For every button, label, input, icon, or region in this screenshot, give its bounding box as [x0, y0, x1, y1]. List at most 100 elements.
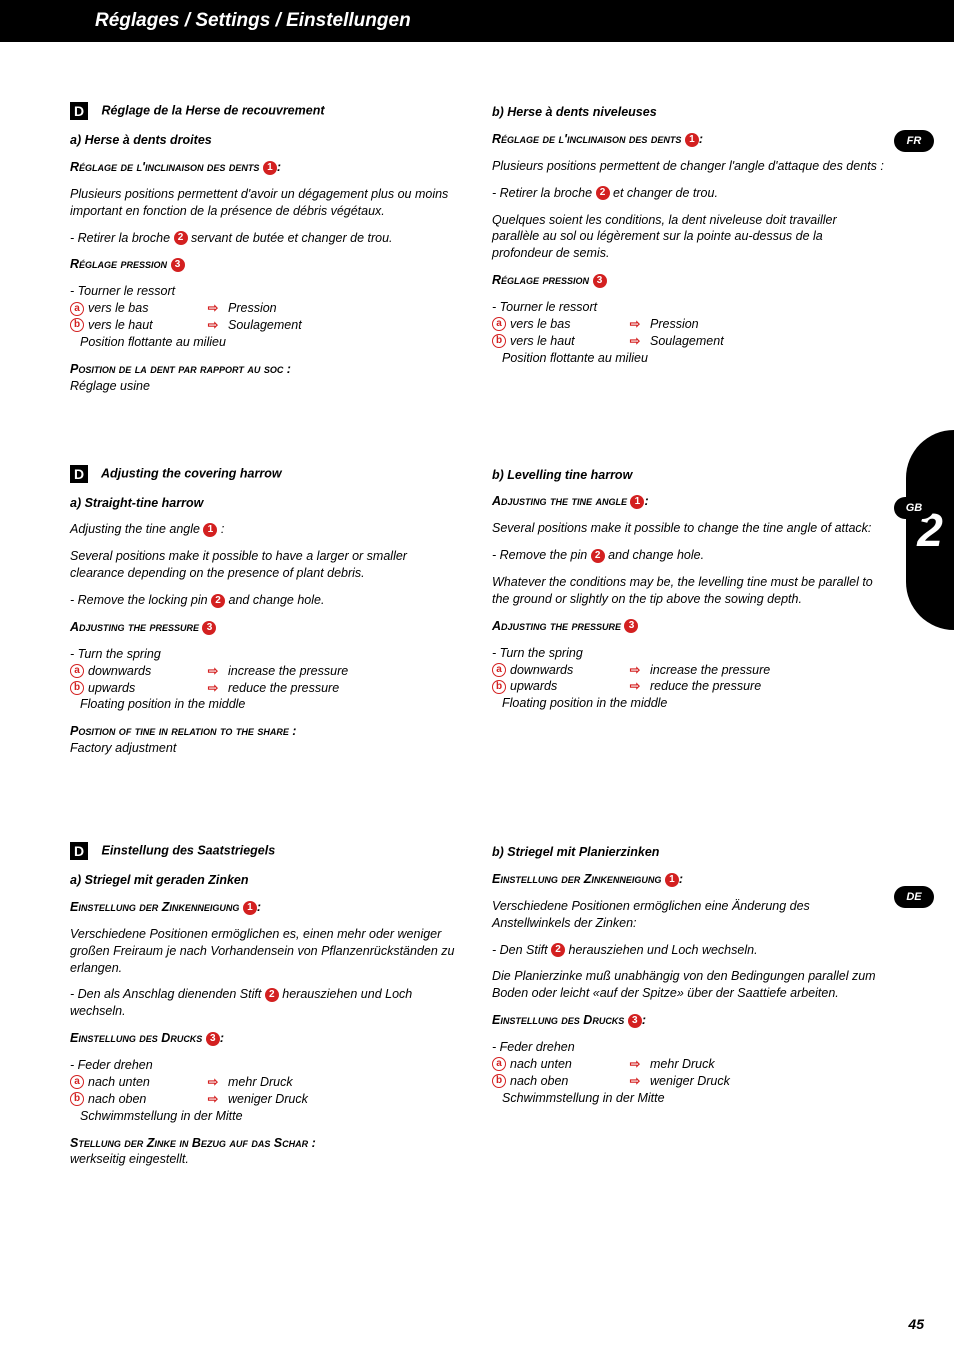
text: Einstellung der Zinkenneigung [492, 872, 661, 886]
gb-right-angle-text: Several positions make it possible to ch… [492, 520, 884, 537]
letter-a-icon: a [492, 1057, 506, 1071]
fr-left-sub: a) Herse à dents droites [70, 132, 462, 149]
fr-right-press-head: Réglage pression 3 [492, 272, 884, 289]
text: upwards [88, 680, 198, 697]
text: et changer de trou. [610, 186, 718, 200]
letter-a-icon: a [70, 302, 84, 316]
page-header: Réglages / Settings / Einstellungen [0, 0, 954, 42]
de-right-turn: - Feder drehen [492, 1039, 884, 1056]
de-right-press-head: Einstellung des Drucks 3: [492, 1012, 884, 1029]
letter-b-icon: b [492, 334, 506, 348]
text: Einstellung des Drucks [492, 1013, 624, 1027]
num-icon: 1 [630, 495, 644, 509]
fr-right-turn: - Tourner le ressort [492, 299, 884, 316]
fr-left-float: Position flottante au milieu [80, 334, 462, 351]
gb-right-float: Floating position in the middle [502, 695, 884, 712]
arrow-icon: ⇨ [198, 1091, 228, 1108]
text: downwards [88, 663, 198, 680]
arrow-icon: ⇨ [198, 663, 228, 680]
row-b: b vers le haut ⇨ Soulagement [492, 333, 884, 350]
fr-title-row: D Réglage de la Herse de recouvrement [70, 102, 462, 120]
text: vers le bas [88, 300, 198, 317]
text: vers le haut [510, 333, 620, 350]
text: and change hole. [605, 548, 704, 562]
text: weniger Druck [228, 1091, 462, 1108]
text: nach oben [510, 1073, 620, 1090]
gb-left-press-head: Adjusting the pressure 3 [70, 619, 462, 636]
de-left-turn: - Feder drehen [70, 1057, 462, 1074]
row-a: a downwards ⇨ increase the pressure [492, 662, 884, 679]
text: mehr Druck [228, 1074, 462, 1091]
page-number: 45 [908, 1316, 924, 1332]
fr-left-angle-head: Réglage de l'inclinaison des dents 1: [70, 159, 462, 176]
gb-pos-text: Factory adjustment [70, 740, 462, 757]
text: upwards [510, 678, 620, 695]
de-pos-text: werkseitig eingestellt. [70, 1151, 462, 1168]
fr-pos-head: Position de la dent par rapport au soc : [70, 362, 291, 376]
gb-left-remove: - Remove the locking pin 2 and change ho… [70, 592, 462, 609]
text: nach unten [88, 1074, 198, 1091]
text: Soulagement [228, 317, 462, 334]
row-a: a vers le bas ⇨ Pression [70, 300, 462, 317]
de-title-row: D Einstellung des Saatstriegels [70, 842, 462, 860]
num-icon: 1 [263, 161, 277, 175]
fr-right-cond: Quelques soient les conditions, la dent … [492, 212, 884, 263]
num-icon: 2 [211, 594, 225, 608]
fr-left-press-head: Réglage pression 3 [70, 256, 462, 273]
letter-b-icon: b [70, 1092, 84, 1106]
text: - Retirer la broche [70, 231, 174, 245]
fr-left-angle-text: Plusieurs positions permettent d'avoir u… [70, 186, 462, 220]
text: vers le haut [88, 317, 198, 334]
letter-b-icon: b [492, 680, 506, 694]
row-b: b nach oben ⇨ weniger Druck [492, 1073, 884, 1090]
text: and change hole. [225, 593, 324, 607]
letter-a-icon: a [492, 317, 506, 331]
num-icon: 3 [206, 1032, 220, 1046]
arrow-icon: ⇨ [620, 1073, 650, 1090]
gb-left-float: Floating position in the middle [80, 696, 462, 713]
text: : [217, 522, 224, 536]
arrow-icon: ⇨ [620, 316, 650, 333]
text: - Remove the pin [492, 548, 591, 562]
arrow-icon: ⇨ [620, 678, 650, 695]
de-right-remove: - Den Stift 2 herausziehen und Loch wech… [492, 942, 884, 959]
text: Adjusting the tine angle [492, 494, 627, 508]
gb-title: Adjusting the covering harrow [101, 466, 282, 480]
de-left-angle-head: Einstellung der Zinkenneigung 1: [70, 899, 462, 916]
num-icon: 2 [591, 549, 605, 563]
num-icon: 3 [628, 1014, 642, 1028]
text: increase the pressure [228, 663, 462, 680]
text: mehr Druck [650, 1056, 884, 1073]
gb-title-row: D Adjusting the covering harrow [70, 465, 462, 483]
lang-tag-de: DE [894, 886, 934, 908]
gb-left-turn: - Turn the spring [70, 646, 462, 663]
text: Réglage pression [70, 257, 167, 271]
de-left-press-head: Einstellung des Drucks 3: [70, 1030, 462, 1047]
arrow-icon: ⇨ [620, 662, 650, 679]
num-icon: 1 [665, 873, 679, 887]
num-icon: 2 [174, 231, 188, 245]
row-a: a nach unten ⇨ mehr Druck [70, 1074, 462, 1091]
arrow-icon: ⇨ [198, 317, 228, 334]
gb-right-remove: - Remove the pin 2 and change hole. [492, 547, 884, 564]
gb-right-sub: b) Levelling tine harrow [492, 467, 884, 484]
text: increase the pressure [650, 662, 884, 679]
num-icon: 3 [624, 619, 638, 633]
letter-b-icon: b [70, 318, 84, 332]
row-b: b vers le haut ⇨ Soulagement [70, 317, 462, 334]
text: Pression [650, 316, 884, 333]
fr-right-sub: b) Herse à dents niveleuses [492, 104, 884, 121]
text: Soulagement [650, 333, 884, 350]
arrow-icon: ⇨ [198, 1074, 228, 1091]
text: Einstellung des Drucks [70, 1031, 202, 1045]
arrow-icon: ⇨ [620, 1056, 650, 1073]
row-b: b upwards ⇨ reduce the pressure [492, 678, 884, 695]
lang-tag-fr: FR [894, 130, 934, 152]
row-b: b nach oben ⇨ weniger Druck [70, 1091, 462, 1108]
num-icon: 1 [203, 523, 217, 537]
gb-right-angle-head: Adjusting the tine angle 1: [492, 493, 884, 510]
lang-tag-gb: GB [894, 497, 934, 519]
de-left-angle-text: Verschiedene Positionen ermöglichen es, … [70, 926, 462, 977]
text: servant de butée et changer de trou. [188, 231, 393, 245]
text: reduce the pressure [650, 678, 884, 695]
